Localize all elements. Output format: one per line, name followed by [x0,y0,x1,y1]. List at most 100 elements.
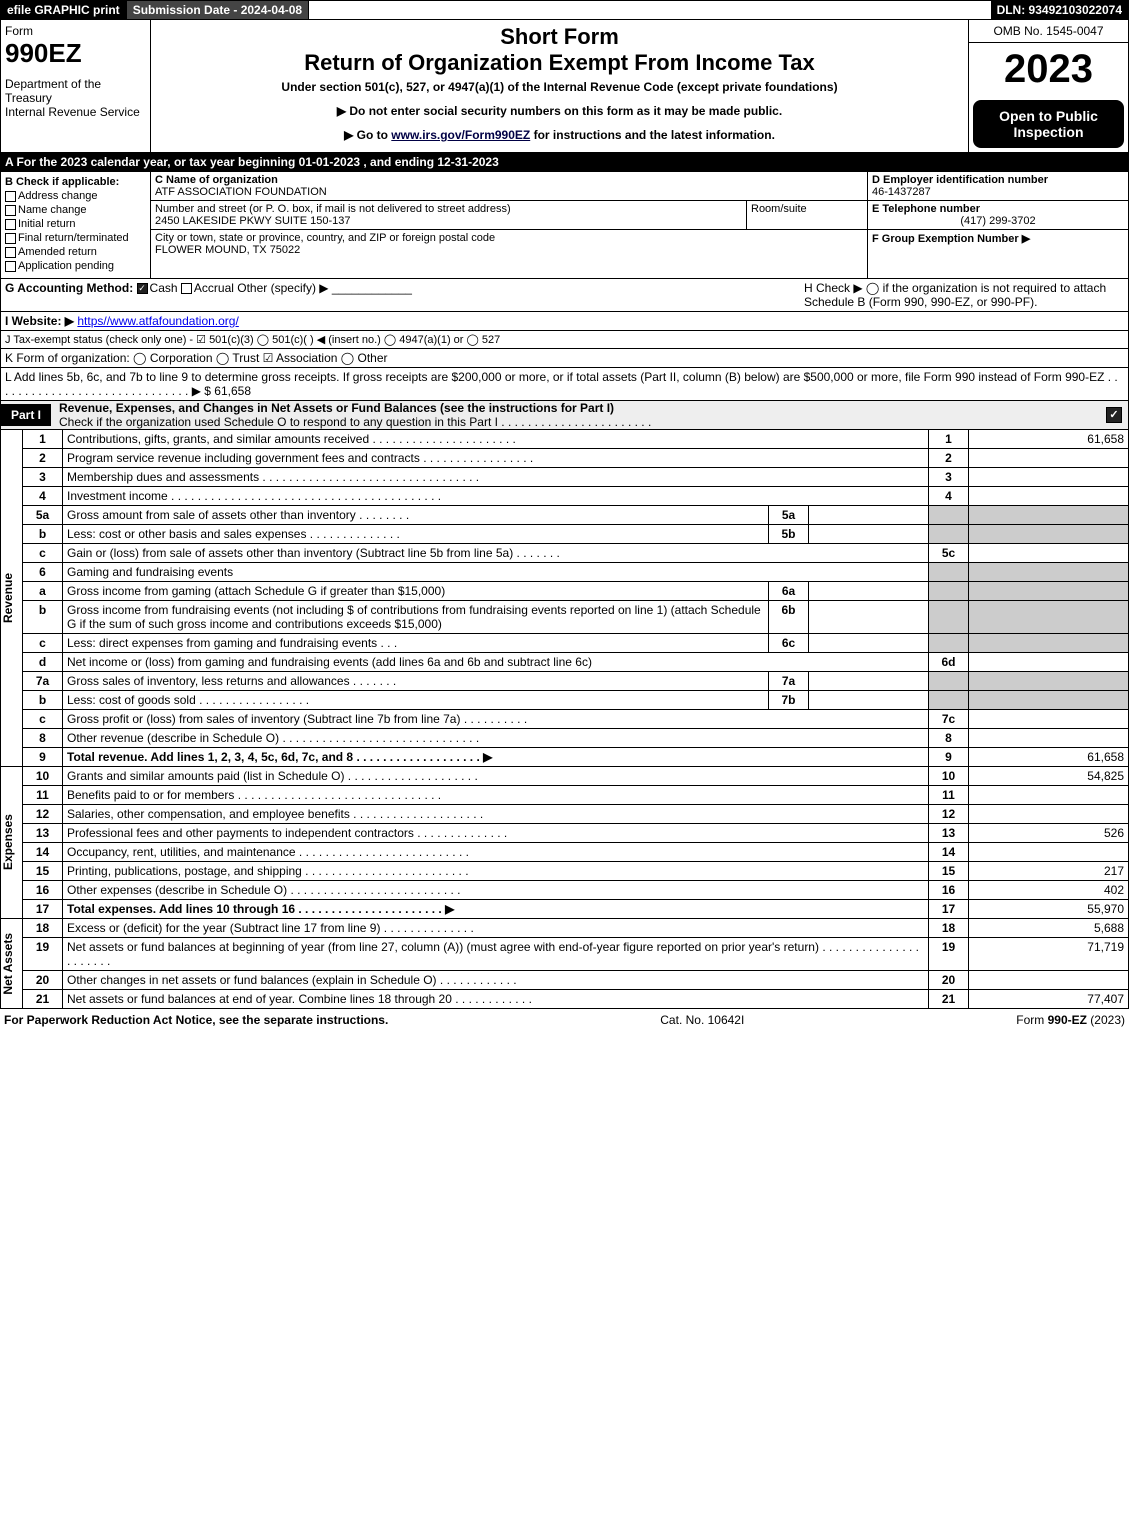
line-7b: bLess: cost of goods sold . . . . . . . … [23,691,1129,710]
revenue-table: 1Contributions, gifts, grants, and simil… [22,430,1129,767]
org-name-value: ATF ASSOCIATION FOUNDATION [155,186,327,198]
line-6b: bGross income from fundraising events (n… [23,601,1129,634]
section-b: B Check if applicable: Address change Na… [1,172,151,278]
expenses-label: Expenses [0,767,22,919]
line-7c: cGross profit or (loss) from sales of in… [23,710,1129,729]
line-5b: bLess: cost or other basis and sales exp… [23,525,1129,544]
chk-application-pending[interactable]: Application pending [5,260,146,272]
g-label: G Accounting Method: [5,281,133,295]
section-c: C Name of organization ATF ASSOCIATION F… [151,172,868,278]
room-label: Room/suite [751,203,807,215]
part1-subtitle: Check if the organization used Schedule … [59,415,651,429]
line-13: 13Professional fees and other payments t… [23,824,1129,843]
footer-form-name: Form 990-EZ (2023) [1016,1013,1125,1027]
net-assets-label: Net Assets [0,919,22,1009]
line-3: 3Membership dues and assessments . . . .… [23,468,1129,487]
line-4: 4Investment income . . . . . . . . . . .… [23,487,1129,506]
ein-label: D Employer identification number [872,174,1048,186]
line-1: 1Contributions, gifts, grants, and simil… [23,430,1129,449]
omb-number: OMB No. 1545-0047 [969,20,1128,43]
street-label: Number and street (or P. O. box, if mail… [155,203,511,215]
revenue-label: Revenue [0,430,22,767]
info-grid: B Check if applicable: Address change Na… [0,172,1129,279]
net-assets-section: Net Assets 18Excess or (deficit) for the… [0,919,1129,1009]
city-label: City or town, state or province, country… [155,232,495,244]
section-f: F Group Exemption Number ▶ [868,230,1128,247]
line-6d: dNet income or (loss) from gaming and fu… [23,653,1129,672]
website-label: I Website: ▶ [5,314,74,328]
section-b-title: B Check if applicable: [5,176,119,188]
footer-cat-no: Cat. No. 10642I [660,1013,744,1027]
part1-schedule-o-checkbox[interactable]: ✓ [1106,407,1122,423]
chk-final-return[interactable]: Final return/terminated [5,232,146,244]
website-link[interactable]: https//www.atfafoundation.org/ [77,314,238,328]
line-6a: aGross income from gaming (attach Schedu… [23,582,1129,601]
line-6: 6Gaming and fundraising events [23,563,1129,582]
chk-initial-return[interactable]: Initial return [5,218,146,230]
org-name-row: C Name of organization ATF ASSOCIATION F… [151,172,867,201]
chk-name-change[interactable]: Name change [5,204,146,216]
chk-address-change[interactable]: Address change [5,190,146,202]
expenses-table: 10Grants and similar amounts paid (list … [22,767,1129,919]
line-14: 14Occupancy, rent, utilities, and mainte… [23,843,1129,862]
line-15: 15Printing, publications, postage, and s… [23,862,1129,881]
irs-link[interactable]: www.irs.gov/Form990EZ [391,128,530,142]
line-2: 2Program service revenue including gover… [23,449,1129,468]
form-header: Form 990EZ Department of the Treasury In… [0,20,1129,153]
row-l-text: L Add lines 5b, 6c, and 7b to line 9 to … [5,370,1118,398]
part1-badge: Part I [1,404,51,426]
chk-cash[interactable]: ✓ [137,283,148,294]
form-word: Form [5,24,146,38]
line-19: 19Net assets or fund balances at beginni… [23,938,1129,971]
line-9: 9Total revenue. Add lines 1, 2, 3, 4, 5c… [23,748,1129,767]
submission-date: Submission Date - 2024-04-08 [127,1,309,19]
line-12: 12Salaries, other compensation, and empl… [23,805,1129,824]
section-d: D Employer identification number 46-1437… [868,172,1128,201]
row-l: L Add lines 5b, 6c, and 7b to line 9 to … [0,368,1129,401]
part1-header: Part I Revenue, Expenses, and Changes in… [0,401,1129,430]
line-18: 18Excess or (deficit) for the year (Subt… [23,919,1129,938]
row-l-value: 61,658 [214,384,251,398]
top-bar: efile GRAPHIC print Submission Date - 20… [0,0,1129,20]
note-link: ▶ Go to www.irs.gov/Form990EZ for instru… [155,128,964,142]
accounting-method: G Accounting Method: ✓Cash Accrual Other… [5,281,412,295]
line-8: 8Other revenue (describe in Schedule O) … [23,729,1129,748]
title-return: Return of Organization Exempt From Incom… [155,50,964,76]
street-row: Number and street (or P. O. box, if mail… [151,201,867,230]
group-exemption-label: F Group Exemption Number ▶ [872,233,1030,245]
phone-value: (417) 299-3702 [872,215,1124,227]
page-footer: For Paperwork Reduction Act Notice, see … [0,1009,1129,1031]
city-value: FLOWER MOUND, TX 75022 [155,244,300,256]
subtitle: Under section 501(c), 527, or 4947(a)(1)… [155,80,964,94]
efile-label[interactable]: efile GRAPHIC print [1,1,127,19]
org-name-label: C Name of organization [155,174,278,186]
footer-paperwork: For Paperwork Reduction Act Notice, see … [4,1013,388,1027]
line-7a: 7aGross sales of inventory, less returns… [23,672,1129,691]
section-h: H Check ▶ ◯ if the organization is not r… [804,281,1124,309]
line-16: 16Other expenses (describe in Schedule O… [23,881,1129,900]
form-name: 990EZ [5,38,146,69]
line-11: 11Benefits paid to or for members . . . … [23,786,1129,805]
tax-year: 2023 [969,43,1128,96]
line-6c: cLess: direct expenses from gaming and f… [23,634,1129,653]
department: Department of the Treasury Internal Reve… [5,77,146,119]
part1-title: Revenue, Expenses, and Changes in Net As… [59,401,1106,429]
note2-post: for instructions and the latest informat… [530,128,775,142]
row-i: I Website: ▶ https//www.atfafoundation.o… [0,312,1129,331]
ein-value: 46-1437287 [872,186,931,198]
revenue-section: Revenue 1Contributions, gifts, grants, a… [0,430,1129,767]
phone-label: E Telephone number [872,203,980,215]
note-ssn: ▶ Do not enter social security numbers o… [155,104,964,118]
section-e: E Telephone number (417) 299-3702 [868,201,1128,230]
city-row: City or town, state or province, country… [151,230,867,258]
header-right: OMB No. 1545-0047 2023 Open to Public In… [968,20,1128,152]
open-to-public-badge: Open to Public Inspection [973,100,1124,148]
row-k: K Form of organization: ◯ Corporation ◯ … [0,349,1129,368]
street-value: 2450 LAKESIDE PKWY SUITE 150-137 [155,215,350,227]
chk-amended-return[interactable]: Amended return [5,246,146,258]
title-short-form: Short Form [155,24,964,50]
row-a-tax-year: A For the 2023 calendar year, or tax yea… [0,153,1129,172]
chk-accrual[interactable] [181,283,192,294]
line-10: 10Grants and similar amounts paid (list … [23,767,1129,786]
section-def: D Employer identification number 46-1437… [868,172,1128,278]
